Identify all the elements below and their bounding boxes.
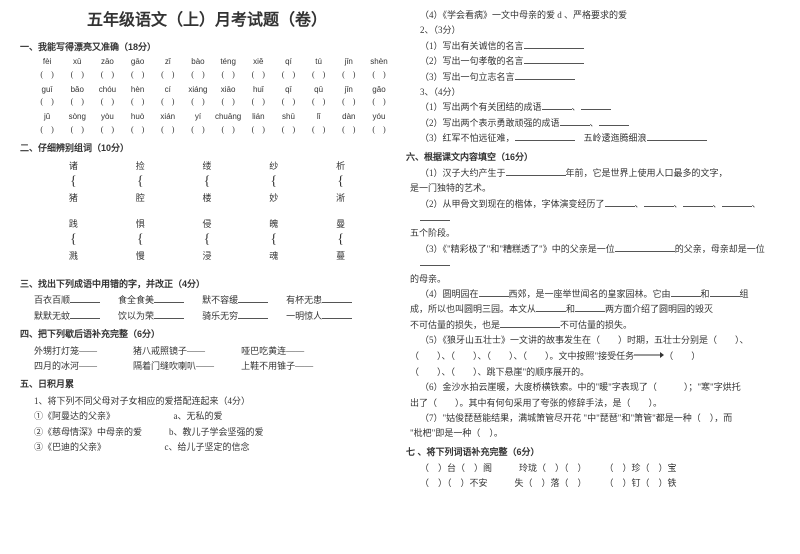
q2-head: 2、（3分） [420, 23, 780, 37]
s6-l1: （1）汉子大约产生于年前，它是世界上使用人口最多的文字， [420, 166, 780, 180]
py: zāo [92, 56, 122, 69]
py: zǐ [153, 56, 183, 69]
section-7-head: 七 、将下列词语补充完整（6分） [406, 445, 780, 459]
q5-1: 1、将下列不同父母对子女相应的爱搭配连起来（4分） [34, 394, 394, 408]
section-3-head: 三、找出下列成语中用错的字，并改正（4分） [20, 277, 394, 291]
section-5-head: 五、日积月累 [20, 377, 394, 391]
right-column: （4）《学会看病》一文中母亲的爱 d 、严格要求的爱 2、（3分） （1）写出有… [400, 8, 786, 546]
s7-l1: （ ）台（ ）阁 玲珑（ ）（ ） （ ）珍（ ）宝 [420, 461, 780, 475]
brace-row: {{{{{ [40, 176, 374, 187]
section-1-head: 一、我能写得漂亮又准确（18分） [20, 40, 394, 54]
py: tú [304, 56, 334, 69]
section-2-head: 二、仔细辨别组词（10分） [20, 141, 394, 155]
q3-head: 3、（4分） [420, 85, 780, 99]
exam-title: 五年级语文（上）月考试题（卷） [20, 8, 394, 34]
q2-1: （1）写出有关诚信的名言 [420, 39, 780, 53]
section-4-head: 四、把下列歇后语补充完整（6分） [20, 327, 394, 341]
blank: ( ) [32, 69, 62, 82]
xiehouyu-line: 外甥打灯笼—— 猪八戒照镜子—— 哑巴吃黄连—— [34, 344, 394, 358]
py: gāo [123, 56, 153, 69]
py: shèn [364, 56, 394, 69]
py: xū [62, 56, 92, 69]
py: bào [183, 56, 213, 69]
idiom-line: 百衣百顺 食全食美 默不容缓 有杯无患 [34, 293, 394, 307]
match-option: ①《阿曼达的父亲》 a、无私的爱 [34, 409, 394, 423]
arrow-icon [634, 349, 664, 363]
py: fèi [32, 56, 62, 69]
section-6-head: 六、根据课文内容填空（16分） [406, 150, 780, 164]
py: jǐn [334, 56, 364, 69]
py: téng [213, 56, 243, 69]
s7-l2: （ ）（ ）不安 失（ ）落（ ） （ ）钉（ ）铁 [420, 476, 780, 490]
py: guī [32, 84, 62, 97]
match-option-4: （4）《学会看病》一文中母亲的爱 d 、严格要求的爱 [420, 8, 780, 22]
pinyin-block-1: fèixūzāogāozǐbàoténgxiěqítújǐnshèn ( )( … [20, 56, 394, 137]
left-column: 五年级语文（上）月考试题（卷） 一、我能写得漂亮又准确（18分） fèixūzā… [14, 8, 400, 546]
py: qí [273, 56, 303, 69]
py: xiě [243, 56, 273, 69]
char-row: 诸捡缕纱析 [40, 159, 374, 173]
